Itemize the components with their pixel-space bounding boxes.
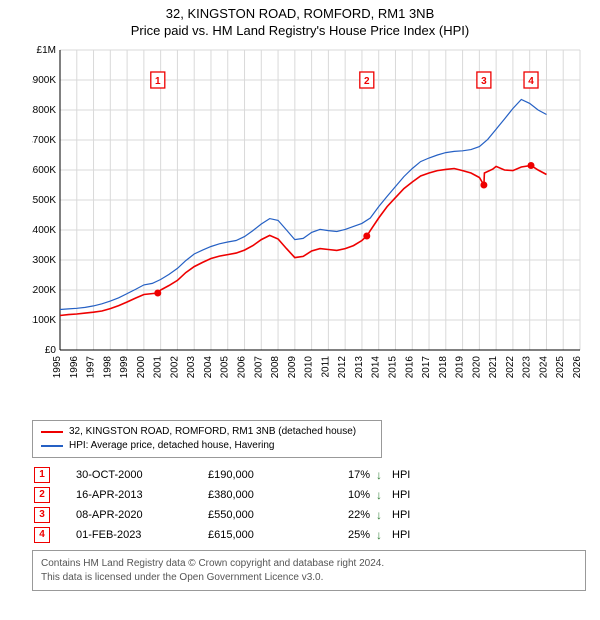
hpi-line — [60, 100, 547, 310]
tx-marker: 1 — [34, 467, 50, 483]
transactions-table: 130-OCT-2000£190,00017%↓HPI216-APR-2013£… — [32, 464, 412, 546]
svg-text:1996: 1996 — [69, 356, 80, 379]
legend-label: HPI: Average price, detached house, Have… — [69, 439, 275, 453]
svg-text:2: 2 — [364, 76, 370, 87]
svg-text:2007: 2007 — [253, 356, 264, 379]
svg-text:2003: 2003 — [186, 356, 197, 379]
svg-text:2008: 2008 — [270, 356, 281, 379]
svg-text:2014: 2014 — [371, 356, 382, 379]
svg-text:1999: 1999 — [119, 356, 130, 379]
svg-text:2025: 2025 — [555, 356, 566, 379]
attribution-line2: This data is licensed under the Open Gov… — [41, 571, 577, 585]
tx-date: 08-APR-2020 — [76, 506, 206, 524]
chart-title-address: 32, KINGSTON ROAD, ROMFORD, RM1 3NB — [0, 6, 600, 21]
svg-text:2018: 2018 — [438, 356, 449, 379]
svg-text:1998: 1998 — [102, 356, 113, 379]
table-row: 3 08-APR-2020£550,00022%↓HPI — [34, 506, 410, 524]
svg-text:2002: 2002 — [169, 356, 180, 379]
svg-text:£200K: £200K — [32, 285, 56, 296]
svg-text:£700K: £700K — [32, 135, 56, 146]
tx-hpi-label: HPI — [392, 506, 410, 524]
svg-text:4: 4 — [528, 76, 534, 87]
down-arrow-icon: ↓ — [376, 526, 390, 544]
tx-marker: 3 — [34, 507, 50, 523]
tx-pct: 25% — [320, 526, 374, 544]
svg-text:2001: 2001 — [153, 356, 164, 379]
svg-text:1995: 1995 — [52, 356, 63, 379]
chart-area: £0 £100K £200K £300K £400K £500K £600K £700K £80… — [32, 42, 592, 372]
legend-row: HPI: Average price, detached house, Have… — [41, 439, 373, 453]
tx-dot — [154, 290, 161, 297]
tx-hpi-label: HPI — [392, 466, 410, 484]
tx-pct: 22% — [320, 506, 374, 524]
svg-text:£400K: £400K — [32, 225, 56, 236]
svg-text:2017: 2017 — [421, 356, 432, 379]
tx-date: 16-APR-2013 — [76, 486, 206, 504]
svg-text:£0: £0 — [45, 345, 57, 356]
table-row: 1 30-OCT-2000£190,00017%↓HPI — [34, 466, 410, 484]
down-arrow-icon: ↓ — [376, 506, 390, 524]
svg-text:£300K: £300K — [32, 255, 56, 266]
attribution-line1: Contains HM Land Registry data © Crown c… — [41, 557, 577, 571]
svg-text:2016: 2016 — [404, 356, 415, 379]
svg-text:£1M: £1M — [37, 45, 56, 56]
svg-text:£500K: £500K — [32, 195, 56, 206]
svg-text:£100K: £100K — [32, 315, 56, 326]
svg-text:2020: 2020 — [471, 356, 482, 379]
svg-text:2013: 2013 — [354, 356, 365, 379]
tx-hpi-label: HPI — [392, 526, 410, 544]
tx-price: £615,000 — [208, 526, 318, 544]
tx-dot — [480, 182, 487, 189]
svg-text:2009: 2009 — [287, 356, 298, 379]
tx-date: 01-FEB-2023 — [76, 526, 206, 544]
legend: 32, KINGSTON ROAD, ROMFORD, RM1 3NB (det… — [32, 420, 382, 458]
svg-text:2000: 2000 — [136, 356, 147, 379]
tx-pct: 17% — [320, 466, 374, 484]
tx-dot — [363, 233, 370, 240]
down-arrow-icon: ↓ — [376, 486, 390, 504]
svg-text:2012: 2012 — [337, 356, 348, 379]
tx-date: 30-OCT-2000 — [76, 466, 206, 484]
table-row: 4 01-FEB-2023£615,00025%↓HPI — [34, 526, 410, 544]
tx-pct: 10% — [320, 486, 374, 504]
tx-price: £380,000 — [208, 486, 318, 504]
svg-text:2011: 2011 — [320, 356, 331, 378]
svg-text:2023: 2023 — [522, 356, 533, 379]
legend-row: 32, KINGSTON ROAD, ROMFORD, RM1 3NB (det… — [41, 425, 373, 439]
chart-title-sub: Price paid vs. HM Land Registry's House … — [0, 23, 600, 38]
tx-hpi-label: HPI — [392, 486, 410, 504]
tx-price: £190,000 — [208, 466, 318, 484]
svg-text:2010: 2010 — [304, 356, 315, 379]
svg-text:2026: 2026 — [572, 356, 583, 379]
data-attribution: Contains HM Land Registry data © Crown c… — [32, 550, 586, 591]
svg-text:2005: 2005 — [220, 356, 231, 379]
svg-text:2021: 2021 — [488, 356, 499, 379]
svg-text:£800K: £800K — [32, 105, 56, 116]
svg-text:£600K: £600K — [32, 165, 56, 176]
svg-text:2015: 2015 — [387, 356, 398, 379]
svg-text:3: 3 — [481, 76, 487, 87]
line-chart-svg: £0 £100K £200K £300K £400K £500K £600K £700K £80… — [32, 42, 592, 422]
svg-text:1997: 1997 — [86, 356, 97, 379]
tx-price: £550,000 — [208, 506, 318, 524]
table-row: 2 16-APR-2013£380,00010%↓HPI — [34, 486, 410, 504]
legend-swatch — [41, 445, 63, 447]
down-arrow-icon: ↓ — [376, 466, 390, 484]
svg-text:2004: 2004 — [203, 356, 214, 379]
tx-marker: 4 — [34, 527, 50, 543]
svg-text:2006: 2006 — [237, 356, 248, 379]
price-paid-line — [60, 166, 547, 316]
legend-label: 32, KINGSTON ROAD, ROMFORD, RM1 3NB (det… — [69, 425, 356, 439]
svg-text:2024: 2024 — [538, 356, 549, 379]
svg-text:2022: 2022 — [505, 356, 516, 379]
tx-dot — [528, 162, 535, 169]
svg-text:2019: 2019 — [455, 356, 466, 379]
svg-text:£900K: £900K — [32, 75, 56, 86]
legend-swatch — [41, 431, 63, 433]
tx-marker: 2 — [34, 487, 50, 503]
svg-text:1: 1 — [155, 76, 161, 87]
